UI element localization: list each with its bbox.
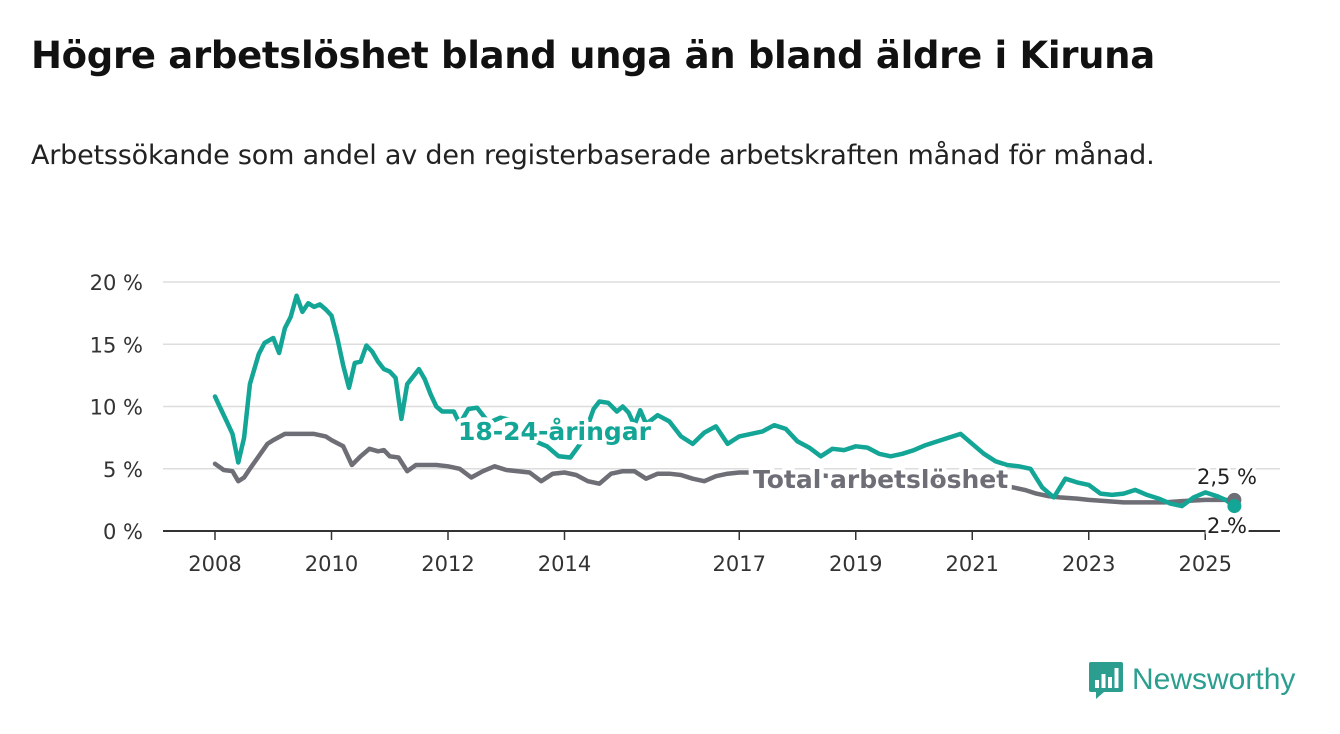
end-point-18-24	[1227, 499, 1242, 514]
y-tick-label: 5 %	[103, 458, 143, 482]
x-axis-ticks: 2008 2010 2012 2014 2017 2019 2021 2023 2025	[188, 531, 1232, 576]
y-tick-label: 0 %	[103, 520, 143, 544]
series-label-18-24: 18-24-åringar	[458, 417, 652, 446]
y-axis-ticks: 0 % 5 % 10 % 15 % 20 %	[90, 271, 143, 544]
y-tick-label: 10 %	[90, 396, 143, 420]
end-label-18-24: 2 %	[1207, 514, 1247, 538]
x-tick-label: 2010	[305, 552, 358, 576]
chart-subtitle: Arbetssökande som andel av den registerb…	[31, 140, 1155, 171]
newsworthy-logo-icon	[1089, 662, 1123, 699]
series-line-18-24	[212, 293, 1237, 509]
series-lines	[212, 293, 1242, 514]
y-tick-label: 15 %	[90, 333, 143, 357]
y-tick-label: 20 %	[90, 271, 143, 295]
series-labels: 18-24-åringar Total arbetslöshet 2,5 % 2 %	[454, 413, 1261, 542]
chart-title: Högre arbetslöshet bland unga än bland ä…	[31, 34, 1155, 77]
x-tick-label: 2023	[1062, 552, 1115, 576]
x-tick-label: 2017	[713, 552, 766, 576]
series-label-total: Total arbetslöshet	[753, 465, 1008, 494]
x-tick-label: 2014	[538, 552, 591, 576]
x-tick-label: 2025	[1179, 552, 1232, 576]
x-tick-label: 2012	[421, 552, 474, 576]
x-tick-label: 2008	[188, 552, 241, 576]
brand-name: Newsworthy	[1132, 663, 1296, 696]
series-line-total	[212, 431, 1237, 505]
gridlines	[163, 281, 1280, 532]
end-label-total: 2,5 %	[1197, 465, 1257, 489]
x-tick-label: 2019	[829, 552, 882, 576]
newsworthy-brand: Newsworthy	[1088, 660, 1295, 700]
x-tick-label: 2021	[946, 552, 999, 576]
